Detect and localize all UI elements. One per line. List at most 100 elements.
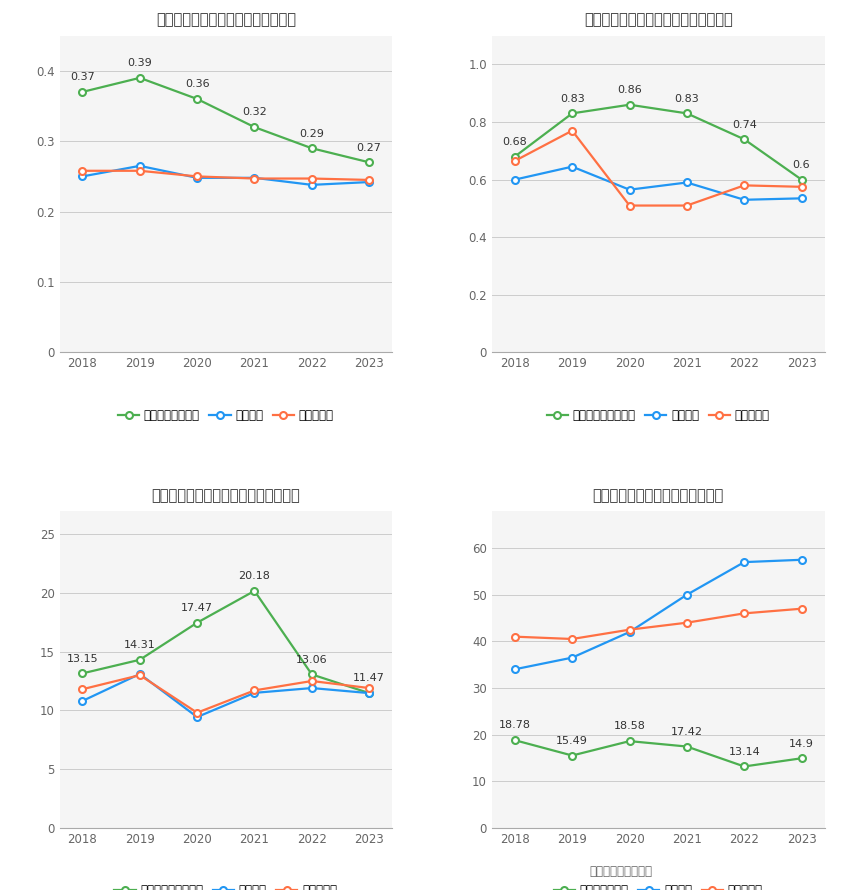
Line: 公司存货周转率: 公司存货周转率 <box>512 737 805 770</box>
行业中位数 <box>625 200 635 211</box>
Text: 0.29: 0.29 <box>299 128 324 139</box>
Text: 15.49: 15.49 <box>556 736 588 746</box>
行业中位数 <box>796 603 807 614</box>
行业中位数 <box>682 200 692 211</box>
Text: 18.78: 18.78 <box>499 721 531 731</box>
行业均值 <box>77 696 88 707</box>
Text: 17.42: 17.42 <box>671 727 703 737</box>
Text: 0.83: 0.83 <box>560 93 585 103</box>
公司存货周转率 <box>796 753 807 764</box>
Text: 0.36: 0.36 <box>184 79 209 89</box>
行业均值 <box>567 652 577 663</box>
行业中位数 <box>740 608 750 619</box>
Text: 0.83: 0.83 <box>675 93 700 103</box>
Line: 公司固定资产周转率: 公司固定资产周转率 <box>512 101 805 183</box>
公司固定资产周转率 <box>796 174 807 185</box>
行业均值 <box>364 177 374 188</box>
Text: 0.32: 0.32 <box>242 108 267 117</box>
行业均值 <box>364 688 374 699</box>
行业均值 <box>796 554 807 565</box>
公司总资产周转率 <box>249 122 259 133</box>
行业均值 <box>682 589 692 600</box>
Line: 行业均值: 行业均值 <box>79 162 372 189</box>
Title: 广州港历年存货周转率情况（次）: 广州港历年存货周转率情况（次） <box>592 488 724 503</box>
公司固定资产周转率 <box>682 108 692 118</box>
行业中位数 <box>77 684 88 694</box>
Text: 数据来源：恒生聚源: 数据来源：恒生聚源 <box>589 865 652 878</box>
公司存货周转率 <box>740 761 750 772</box>
公司固定资产周转率 <box>567 108 577 118</box>
公司存货周转率 <box>625 736 635 747</box>
行业中位数 <box>364 174 374 185</box>
行业中位数 <box>510 631 520 642</box>
行业中位数 <box>796 182 807 192</box>
行业均值 <box>307 683 317 693</box>
Text: 0.27: 0.27 <box>357 142 382 152</box>
行业均值 <box>192 712 202 723</box>
行业均值 <box>740 557 750 568</box>
Text: 0.74: 0.74 <box>732 119 756 130</box>
行业均值 <box>77 171 88 182</box>
Line: 行业中位数: 行业中位数 <box>79 672 372 716</box>
公司总资产周转率 <box>134 72 145 83</box>
Legend: 公司固定资产周转率, 行业均值, 行业中位数: 公司固定资产周转率, 行业均值, 行业中位数 <box>547 409 769 422</box>
Text: 17.47: 17.47 <box>181 603 213 613</box>
公司存货周转率 <box>510 735 520 746</box>
行业均值 <box>134 668 145 679</box>
公司总资产周转率 <box>77 86 88 97</box>
Line: 公司总资产周转率: 公司总资产周转率 <box>79 75 372 166</box>
行业中位数 <box>364 683 374 693</box>
公司固定资产周转率 <box>510 151 520 162</box>
行业均值 <box>192 173 202 183</box>
Line: 公司应收账款周转率: 公司应收账款周转率 <box>79 587 372 697</box>
公司固定资产周转率 <box>740 134 750 145</box>
行业中位数 <box>307 676 317 686</box>
Text: 13.15: 13.15 <box>66 653 99 664</box>
行业均值 <box>249 173 259 183</box>
行业中位数 <box>307 174 317 184</box>
Line: 行业均值: 行业均值 <box>512 163 805 203</box>
Text: 0.6: 0.6 <box>793 160 810 170</box>
行业中位数 <box>249 685 259 696</box>
行业均值 <box>625 627 635 637</box>
Text: 14.9: 14.9 <box>789 739 814 748</box>
Text: 0.86: 0.86 <box>617 85 642 95</box>
行业中位数 <box>567 125 577 136</box>
行业中位数 <box>567 634 577 644</box>
行业均值 <box>510 664 520 675</box>
行业均值 <box>249 688 259 699</box>
Title: 广州港历年总资产周转率情况（次）: 广州港历年总资产周转率情况（次） <box>156 12 296 28</box>
Legend: 公司存货周转率, 行业均值, 行业中位数: 公司存货周转率, 行业均值, 行业中位数 <box>554 885 762 890</box>
Text: 11.47: 11.47 <box>354 674 385 684</box>
公司应收账款周转率 <box>364 688 374 699</box>
公司应收账款周转率 <box>134 654 145 665</box>
公司应收账款周转率 <box>77 668 88 679</box>
Legend: 公司总资产周转率, 行业均值, 行业中位数: 公司总资产周转率, 行业均值, 行业中位数 <box>118 409 334 422</box>
Text: 0.68: 0.68 <box>502 137 527 147</box>
行业均值 <box>796 193 807 204</box>
Line: 行业中位数: 行业中位数 <box>512 605 805 643</box>
行业中位数 <box>134 670 145 681</box>
Text: 0.39: 0.39 <box>128 58 152 69</box>
Text: 13.14: 13.14 <box>728 747 760 756</box>
Text: 14.31: 14.31 <box>124 640 156 650</box>
行业中位数 <box>192 708 202 718</box>
公司总资产周转率 <box>364 157 374 167</box>
行业中位数 <box>740 180 750 190</box>
公司总资产周转率 <box>192 93 202 104</box>
行业均值 <box>134 160 145 171</box>
行业均值 <box>307 180 317 190</box>
行业中位数 <box>192 171 202 182</box>
Text: 0.37: 0.37 <box>70 72 95 82</box>
Text: 20.18: 20.18 <box>239 571 270 581</box>
公司固定资产周转率 <box>625 100 635 110</box>
Line: 行业中位数: 行业中位数 <box>512 127 805 209</box>
Text: 13.06: 13.06 <box>296 655 327 665</box>
行业中位数 <box>625 625 635 635</box>
公司存货周转率 <box>682 741 692 752</box>
行业中位数 <box>77 166 88 176</box>
公司应收账款周转率 <box>192 618 202 628</box>
行业均值 <box>682 177 692 188</box>
Title: 广州港历年固定资产周转率情况（次）: 广州港历年固定资产周转率情况（次） <box>584 12 733 28</box>
Legend: 公司应收账款周转率, 行业均值, 行业中位数: 公司应收账款周转率, 行业均值, 行业中位数 <box>115 885 337 890</box>
